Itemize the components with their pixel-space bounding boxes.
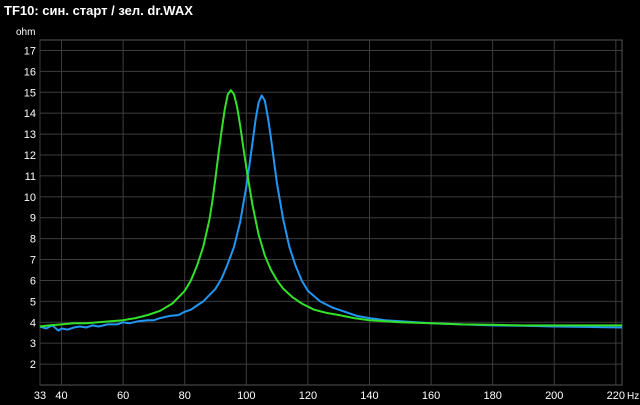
- x-tick-label: 160: [422, 390, 440, 402]
- chart-title: TF10: син. старт / зел. dr.WAX: [4, 3, 193, 18]
- x-tick-label: 40: [55, 390, 67, 402]
- x-tick-label: 120: [299, 390, 317, 402]
- grid-layer: [39, 39, 623, 386]
- x-tick-label: 80: [179, 390, 191, 402]
- series-layer: [39, 89, 623, 332]
- y-tick-label: 16: [24, 66, 36, 78]
- axis-layer: 2 3 4 5 6 7 8 9 10 11 12 13 14 15 16 17 33 40 60 80 100 120 14…: [16, 27, 639, 402]
- x-tick-label: 33: [34, 390, 46, 402]
- y-unit-label: ohm: [16, 27, 35, 38]
- x-tick-label: 60: [117, 390, 129, 402]
- y-tick-label: 12: [24, 150, 36, 162]
- x-unit-label: Hz: [627, 391, 639, 402]
- y-tick-label: 6: [30, 275, 36, 287]
- y-tick-label: 11: [25, 171, 36, 183]
- y-tick-label: 5: [30, 296, 36, 308]
- x-tick-label: 200: [545, 390, 563, 402]
- y-tick-label: 9: [30, 213, 36, 225]
- series-line-1: [39, 94, 623, 332]
- y-tick-label: 13: [24, 129, 36, 141]
- plot-frame: [39, 39, 623, 386]
- y-tick-label: 4: [30, 317, 36, 329]
- y-tick-label: 3: [30, 338, 36, 350]
- x-tick-label: 180: [483, 390, 501, 402]
- x-tick-label: 140: [360, 390, 378, 402]
- series-line-2: [39, 89, 622, 328]
- x-tick-label: 100: [237, 390, 255, 402]
- y-tick-label: 17: [24, 45, 36, 57]
- y-tick-label: 14: [24, 108, 36, 120]
- y-tick-label: 7: [30, 255, 36, 267]
- y-tick-label: 2: [30, 359, 36, 371]
- y-tick-label: 15: [24, 87, 36, 99]
- y-tick-label: 10: [24, 192, 36, 204]
- y-tick-label: 8: [30, 234, 36, 246]
- x-tick-label: 220: [607, 390, 625, 402]
